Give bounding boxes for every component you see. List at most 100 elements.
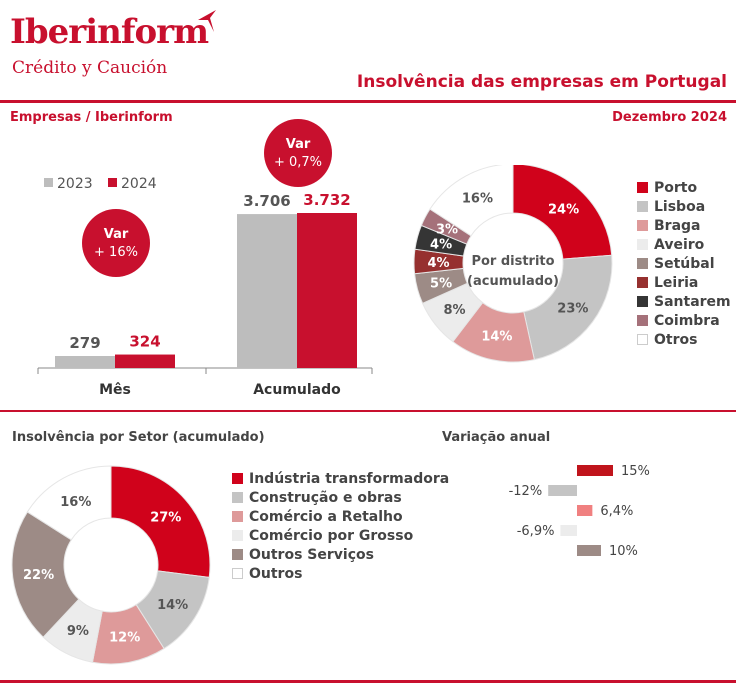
sector-donut-chart: 27% 14% 12% 9% 22% 16% bbox=[11, 465, 211, 665]
date-label: Dezembro 2024 bbox=[612, 110, 727, 125]
source-label: Empresas / Iberinform bbox=[10, 110, 173, 125]
legend-label: Braga bbox=[654, 217, 701, 234]
legend-swatch bbox=[637, 182, 648, 193]
bar-value-label: 324 bbox=[129, 333, 160, 351]
bar-2023-1 bbox=[237, 214, 297, 368]
legend-swatch bbox=[232, 549, 243, 560]
legend-swatch-2024 bbox=[108, 178, 117, 187]
category-label: Acumulado bbox=[253, 382, 341, 398]
variation-bar-label: 15% bbox=[621, 464, 650, 479]
legend-swatch bbox=[232, 492, 243, 503]
legend-swatch bbox=[637, 201, 648, 212]
legend-item-district: Coimbra bbox=[637, 311, 731, 330]
bar-2024-0 bbox=[115, 354, 175, 368]
variation-bar-0 bbox=[577, 465, 613, 476]
bottom-divider bbox=[0, 680, 736, 683]
bar-value-label: 3.706 bbox=[243, 192, 290, 210]
annual-variation-chart: 15% -12% 6,4% -6,9% 10% bbox=[509, 464, 650, 559]
legend-swatch bbox=[637, 258, 648, 269]
legend-item-district: Porto bbox=[637, 178, 731, 197]
variation-bar-3 bbox=[560, 525, 577, 536]
slice-label: 23% bbox=[557, 301, 588, 316]
page-title: Insolvência das empresas em Portugal bbox=[356, 72, 727, 92]
legend-label: Lisboa bbox=[654, 198, 706, 215]
legend-swatch bbox=[637, 334, 648, 345]
variation-badge-value: + 16% bbox=[94, 245, 138, 260]
legend-label: Outros Serviços bbox=[249, 546, 374, 563]
slice-label: 12% bbox=[109, 631, 140, 646]
slice-label: 14% bbox=[481, 330, 512, 345]
legend-label: Coimbra bbox=[654, 312, 720, 329]
legend-label: Aveiro bbox=[654, 236, 705, 253]
legend-item-district: Lisboa bbox=[637, 197, 731, 216]
variation-bar-label: -12% bbox=[509, 484, 543, 499]
legend-label: Construção e obras bbox=[249, 489, 402, 506]
slice-4 bbox=[11, 511, 80, 638]
variation-badge: Var + 0,7% bbox=[264, 119, 332, 187]
legend-label: Comércio por Grosso bbox=[249, 527, 414, 544]
legend-item-sector: Comércio a Retalho bbox=[232, 507, 449, 526]
slice-label: 14% bbox=[157, 598, 188, 613]
slice-label: 4% bbox=[430, 238, 452, 253]
legend-swatch bbox=[637, 296, 648, 307]
donut-center-label: Por distrito bbox=[471, 254, 554, 269]
slice-label: 5% bbox=[430, 276, 452, 291]
top-divider bbox=[0, 100, 736, 103]
legend-swatch-2023 bbox=[44, 178, 53, 187]
legend-label-2023: 2023 bbox=[57, 176, 93, 192]
sector-legend: Indústria transformadora Construção e obr… bbox=[232, 469, 449, 583]
variation-bar-1 bbox=[548, 485, 577, 496]
donut-center-sublabel: (acumulado) bbox=[467, 274, 559, 289]
slice-8 bbox=[429, 165, 514, 237]
district-legend: Porto Lisboa Braga Aveiro Setúbal Leiria Santa… bbox=[637, 178, 731, 349]
legend-label: Setúbal bbox=[654, 255, 715, 272]
legend-swatch bbox=[232, 473, 243, 484]
legend-item-district: Setúbal bbox=[637, 254, 731, 273]
legend-item-sector: Comércio por Grosso bbox=[232, 526, 449, 545]
slice-label: 8% bbox=[444, 303, 466, 318]
annual-variation-title: Variação anual bbox=[442, 430, 551, 445]
legend-swatch bbox=[232, 530, 243, 541]
brand-logo: Iberinform bbox=[10, 12, 209, 52]
legend-swatch bbox=[637, 220, 648, 231]
bar-value-label: 279 bbox=[69, 334, 100, 352]
bar-value-label: 3.732 bbox=[303, 191, 350, 209]
variation-badge: Var + 16% bbox=[82, 209, 150, 277]
variation-bar-label: 10% bbox=[609, 544, 638, 559]
slice-0 bbox=[110, 465, 211, 578]
bar-2023-0 bbox=[55, 356, 115, 368]
category-label: Mês bbox=[99, 382, 131, 398]
legend-item-sector: Indústria transformadora bbox=[232, 469, 449, 488]
legend-label: Comércio a Retalho bbox=[249, 508, 403, 525]
variation-badge-circle bbox=[264, 119, 332, 187]
variation-badge-circle bbox=[82, 209, 150, 277]
slice-5 bbox=[26, 465, 112, 541]
legend-label: Otros bbox=[654, 331, 698, 348]
variation-bar-label: -6,9% bbox=[517, 524, 555, 539]
legend-swatch bbox=[232, 511, 243, 522]
slice-label: 4% bbox=[427, 256, 449, 271]
variation-bar-2 bbox=[577, 505, 593, 516]
brand-subtitle: Crédito y Caución bbox=[12, 58, 168, 78]
slice-label: 22% bbox=[23, 568, 54, 583]
legend-label-2024: 2024 bbox=[121, 176, 157, 192]
legend-item-sector: Construção e obras bbox=[232, 488, 449, 507]
legend-label: Indústria transformadora bbox=[249, 470, 450, 487]
variation-badge-title: Var bbox=[286, 137, 311, 152]
variation-badge-value: + 0,7% bbox=[274, 155, 322, 170]
district-donut-chart: 24%23%14%8%5%4%4%3%16%Por distrito(acumu… bbox=[413, 165, 613, 363]
legend-item-district: Aveiro bbox=[637, 235, 731, 254]
legend-swatch bbox=[637, 277, 648, 288]
slice-label: 3% bbox=[436, 222, 458, 237]
legend-label: Outros bbox=[249, 565, 303, 582]
brand-name: Iberinform bbox=[10, 12, 209, 52]
legend-item-district: Otros bbox=[637, 330, 731, 349]
bar-2024-1 bbox=[297, 213, 357, 368]
plane-icon bbox=[198, 10, 216, 32]
slice-0 bbox=[512, 165, 613, 260]
legend-item-sector: Outros bbox=[232, 564, 449, 583]
variation-bar-label: 6,4% bbox=[600, 504, 633, 519]
legend-item-district: Braga bbox=[637, 216, 731, 235]
slice-label: 9% bbox=[67, 624, 89, 639]
legend-label: Santarem bbox=[654, 293, 731, 310]
